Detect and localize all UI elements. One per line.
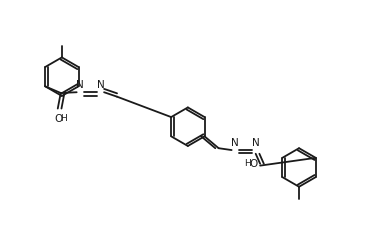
Text: H: H <box>60 114 67 123</box>
Text: N: N <box>252 138 260 148</box>
Text: H: H <box>244 159 250 168</box>
Text: N: N <box>96 80 104 90</box>
Text: N: N <box>76 80 84 90</box>
Text: O: O <box>249 159 257 169</box>
Text: O: O <box>54 114 62 124</box>
Text: N: N <box>231 138 239 148</box>
